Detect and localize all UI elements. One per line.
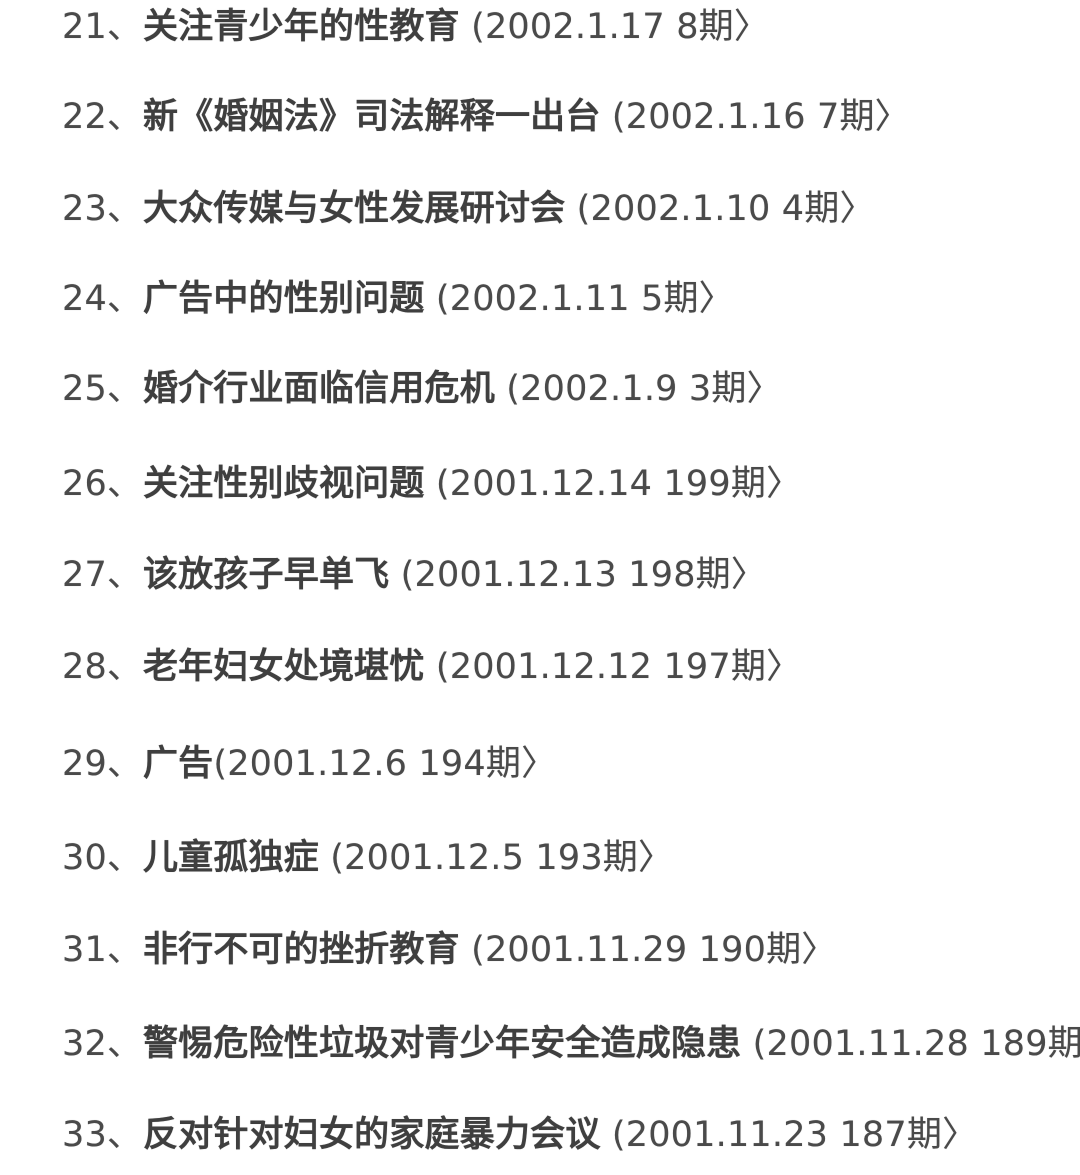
entry-meta: (2001.11.29 190期〉 xyxy=(459,930,837,970)
entry-title: 广告中的性别问题 xyxy=(142,279,425,319)
entry-title: 婚介行业面临信用危机 xyxy=(142,369,495,409)
list-item: 33、反对针对妇女的家庭暴力会议 (2001.11.23 187期〉 xyxy=(62,1113,977,1157)
entry-separator: 、 xyxy=(106,97,142,137)
entry-title: 儿童孤独症 xyxy=(142,838,319,878)
entry-index: 26 xyxy=(62,464,107,504)
entry-title: 该放孩子早单飞 xyxy=(142,555,390,595)
list-item: 32、警惕危险性垃圾对青少年安全造成隐患 (2001.11.28 189期〉 xyxy=(62,1022,1080,1066)
entry-index: 28 xyxy=(62,647,107,687)
list-item: 25、婚介行业面临信用危机 (2002.1.9 3期〉 xyxy=(62,367,782,411)
entry-title: 广告 xyxy=(142,744,214,784)
entry-separator: 、 xyxy=(106,279,142,319)
entry-meta: (2001.12.5 193期〉 xyxy=(318,838,674,878)
list-item: 23、大众传媒与女性发展研讨会 (2002.1.10 4期〉 xyxy=(62,187,875,231)
entry-separator: 、 xyxy=(106,7,142,47)
list-item: 27、该放孩子早单飞 (2001.12.13 198期〉 xyxy=(62,553,766,597)
list-item: 24、广告中的性别问题 (2002.1.11 5期〉 xyxy=(62,277,734,321)
entry-index: 33 xyxy=(62,1115,107,1155)
list-item: 22、新《婚姻法》司法解释一出台 (2002.1.16 7期〉 xyxy=(62,95,910,139)
entry-meta: (2002.1.17 8期〉 xyxy=(459,7,770,47)
entry-meta: (2001.12.12 197期〉 xyxy=(424,647,802,687)
entry-title: 新《婚姻法》司法解释一出台 xyxy=(142,97,601,137)
entry-meta: (2001.12.14 199期〉 xyxy=(424,464,802,504)
entry-index: 30 xyxy=(62,838,107,878)
entry-separator: 、 xyxy=(106,1115,142,1155)
entry-index: 22 xyxy=(62,97,107,137)
entry-separator: 、 xyxy=(106,555,142,595)
entry-separator: 、 xyxy=(106,464,142,504)
entry-separator: 、 xyxy=(106,1024,142,1064)
entry-title: 大众传媒与女性发展研讨会 xyxy=(142,189,566,229)
entry-title: 警惕危险性垃圾对青少年安全造成隐患 xyxy=(142,1024,742,1064)
entry-index: 27 xyxy=(62,555,107,595)
entry-separator: 、 xyxy=(106,189,142,229)
entry-meta: (2002.1.10 4期〉 xyxy=(565,189,875,229)
entry-meta: (2001.12.13 198期〉 xyxy=(389,555,767,595)
list-item: 28、老年妇女处境堪忧 (2001.12.12 197期〉 xyxy=(62,645,801,689)
entry-meta: (2002.1.9 3期〉 xyxy=(494,369,782,409)
list-item: 31、非行不可的挫折教育 (2001.11.29 190期〉 xyxy=(62,928,836,972)
entry-meta: (2001.11.28 189期〉 xyxy=(752,1024,1080,1064)
entry-meta: (2001.11.23 187期〉 xyxy=(600,1115,978,1155)
entry-separator: 、 xyxy=(106,838,142,878)
list-item: 26、关注性别歧视问题 (2001.12.14 199期〉 xyxy=(62,462,801,506)
entry-title: 关注性别歧视问题 xyxy=(142,464,425,504)
entry-separator: 、 xyxy=(106,930,142,970)
entry-separator: 、 xyxy=(106,744,142,784)
entry-index: 23 xyxy=(62,189,107,229)
entry-meta: (2002.1.11 5期〉 xyxy=(424,279,734,319)
list-item: 30、儿童孤独症 (2001.12.5 193期〉 xyxy=(62,836,673,880)
entry-index: 29 xyxy=(62,744,107,784)
entry-title: 反对针对妇女的家庭暴力会议 xyxy=(142,1115,601,1155)
entry-index: 24 xyxy=(62,279,107,319)
entry-index: 21 xyxy=(62,7,107,47)
entry-index: 25 xyxy=(62,369,107,409)
list-item: 29、广告(2001.12.6 194期〉 xyxy=(62,742,556,786)
entry-meta: (2002.1.16 7期〉 xyxy=(600,97,910,137)
entry-separator: 、 xyxy=(106,647,142,687)
entry-index: 31 xyxy=(62,930,107,970)
entry-title: 关注青少年的性教育 xyxy=(142,7,460,47)
list-item: 21、关注青少年的性教育 (2002.1.17 8期〉 xyxy=(62,5,769,49)
entry-title: 老年妇女处境堪忧 xyxy=(142,647,425,687)
entry-title: 非行不可的挫折教育 xyxy=(142,930,460,970)
entry-meta: (2001.12.6 194期〉 xyxy=(213,744,557,784)
entry-separator: 、 xyxy=(106,369,142,409)
entry-index: 32 xyxy=(62,1024,107,1064)
